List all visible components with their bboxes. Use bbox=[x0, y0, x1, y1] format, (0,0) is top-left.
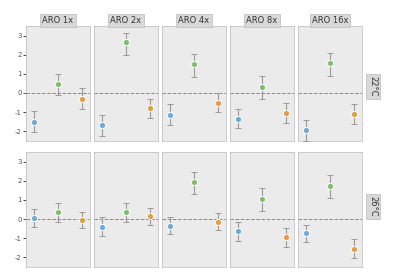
Title: ARO 1x: ARO 1x bbox=[42, 16, 74, 25]
Title: ARO 2x: ARO 2x bbox=[110, 16, 142, 25]
Text: 22°C: 22°C bbox=[368, 76, 377, 97]
Title: ARO 16x: ARO 16x bbox=[312, 16, 348, 25]
Text: 26°C: 26°C bbox=[368, 196, 377, 217]
Title: ARO 4x: ARO 4x bbox=[178, 16, 210, 25]
Title: ARO 8x: ARO 8x bbox=[246, 16, 278, 25]
